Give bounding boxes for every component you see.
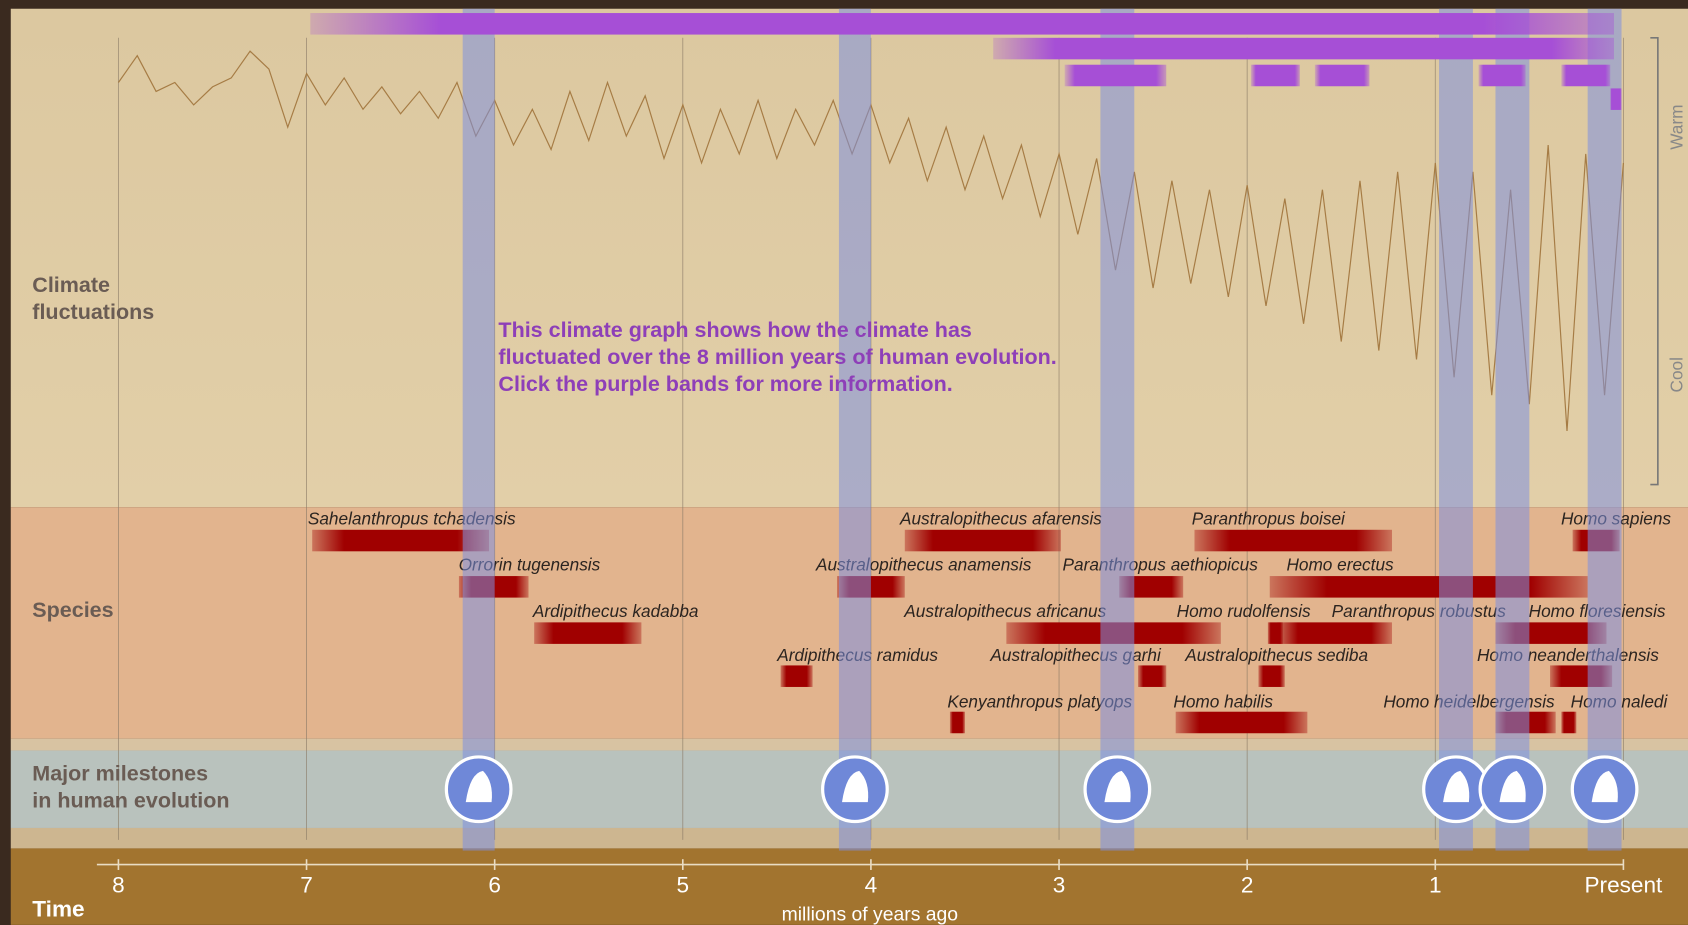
panel-label: Species xyxy=(32,598,113,622)
species-name: Paranthropus aethiopicus xyxy=(1063,555,1259,575)
tick-label: 5 xyxy=(677,873,690,898)
species-range xyxy=(780,665,813,687)
milestone-glyph xyxy=(1591,770,1618,803)
tick-label: 3 xyxy=(1053,873,1066,898)
tick-label: 4 xyxy=(865,873,878,898)
time-panel xyxy=(10,848,1688,925)
panel-label: in human evolution xyxy=(32,789,229,813)
info-text: Click the purple bands for more informat… xyxy=(498,372,952,396)
axis-unit: millions of years ago xyxy=(782,904,958,925)
species-range xyxy=(312,529,490,552)
purple-band[interactable] xyxy=(1250,64,1300,87)
purple-band[interactable] xyxy=(1064,64,1167,87)
tick-label: 1 xyxy=(1429,873,1442,898)
info-text: fluctuated over the 8 million years of h… xyxy=(498,345,1056,369)
species-range xyxy=(1277,622,1393,644)
species-range xyxy=(1119,576,1184,598)
species-name: Kenyanthropus platyops xyxy=(947,691,1132,711)
species-name: Australopithecus afarensis xyxy=(899,508,1102,528)
species-name: Homo erectus xyxy=(1286,555,1394,575)
species-range xyxy=(1269,576,1588,598)
tick-label: Present xyxy=(1584,873,1663,898)
milestone-glyph xyxy=(465,770,492,803)
milestone-glyph xyxy=(1499,770,1526,803)
species-name: Homo habilis xyxy=(1173,691,1273,711)
panel-label: Climate xyxy=(32,273,110,297)
milestone-glyph xyxy=(1104,770,1131,803)
purple-band[interactable] xyxy=(1314,64,1370,87)
species-name: Homo rudolfensis xyxy=(1177,601,1311,621)
species-name: Australopithecus africanus xyxy=(903,601,1106,621)
species-range xyxy=(1561,711,1577,734)
species-range xyxy=(1175,711,1308,734)
panel-label: fluctuations xyxy=(32,300,154,324)
species-name: Ardipithecus kadabba xyxy=(532,601,699,621)
scale-label: Cool xyxy=(1667,357,1687,392)
species-name: Australopithecus sediba xyxy=(1184,645,1368,665)
highlight-band xyxy=(1100,8,1135,851)
species-range xyxy=(1138,665,1167,687)
scale-label: Warm xyxy=(1667,105,1687,150)
purple-band[interactable] xyxy=(310,13,1615,35)
species-name: Paranthropus robustus xyxy=(1332,601,1507,621)
species-range xyxy=(904,529,1061,552)
purple-band[interactable] xyxy=(1478,64,1526,87)
species-range xyxy=(1194,529,1393,552)
info-text: This climate graph shows how the climate… xyxy=(498,318,971,342)
highlight-band xyxy=(838,8,871,851)
tick-label: 2 xyxy=(1241,873,1254,898)
highlight-band xyxy=(462,8,495,851)
species-range xyxy=(949,711,965,734)
species-name: Paranthropus boisei xyxy=(1192,508,1346,528)
axis-title: Time xyxy=(32,896,84,921)
tick-label: 8 xyxy=(112,873,125,898)
tick-label: 7 xyxy=(300,873,313,898)
purple-band[interactable] xyxy=(1561,64,1611,87)
milestone-glyph xyxy=(842,770,869,803)
species-range xyxy=(534,622,642,644)
highlight-band xyxy=(1495,8,1530,851)
purple-band[interactable] xyxy=(1610,88,1622,110)
species-range xyxy=(1258,665,1285,687)
species-name: Australopithecus garhi xyxy=(989,645,1162,665)
purple-band[interactable] xyxy=(993,37,1615,60)
highlight-band xyxy=(1439,8,1473,851)
panel-label: Major milestones xyxy=(32,762,208,786)
highlight-band xyxy=(1587,8,1622,851)
milestone-glyph xyxy=(1443,770,1470,803)
scale-bracket xyxy=(1650,37,1659,486)
tick-label: 6 xyxy=(488,873,501,898)
